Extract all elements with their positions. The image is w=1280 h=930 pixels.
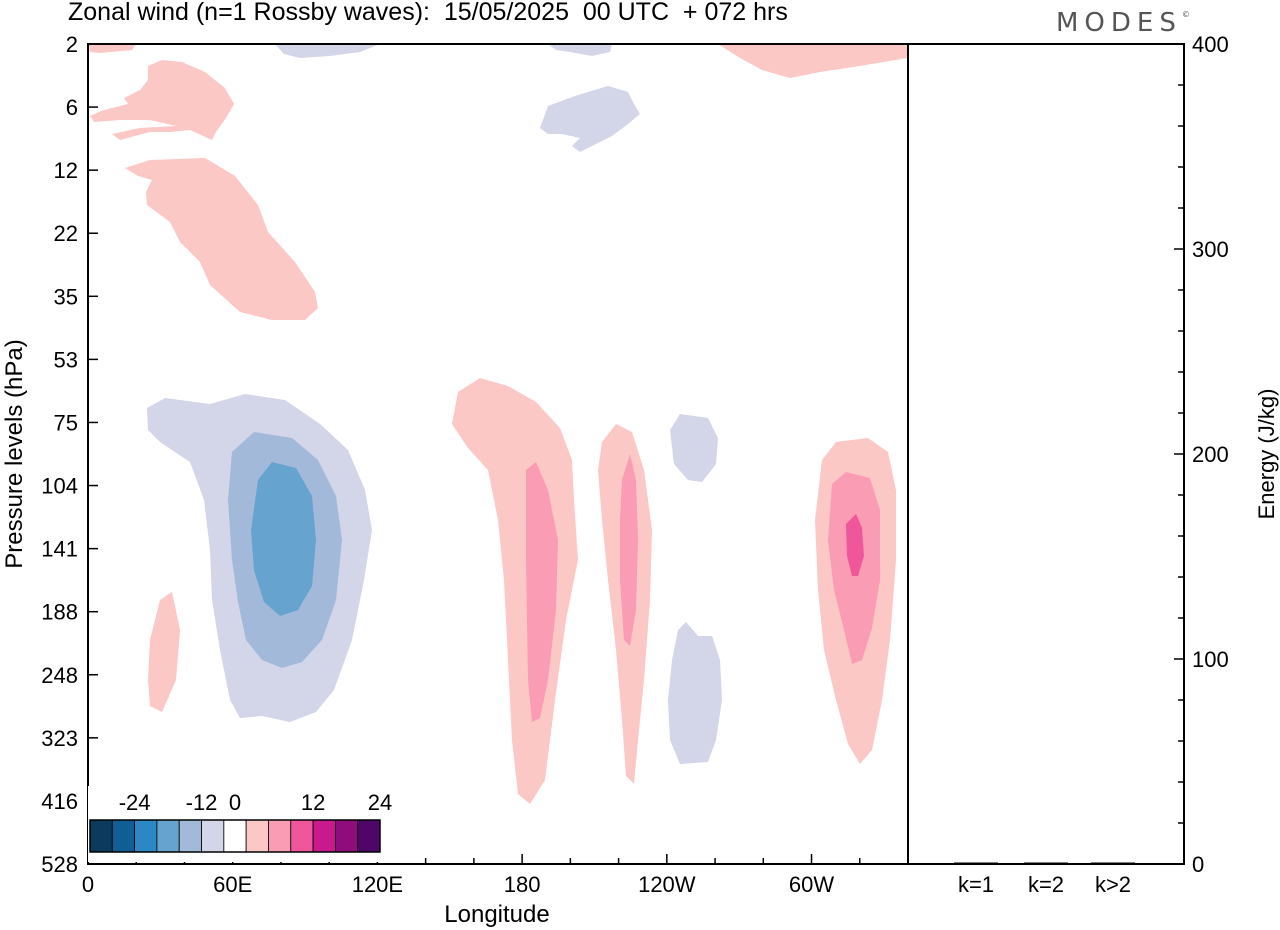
- x-tick-label: 120W: [638, 872, 696, 897]
- energy-tick-label: 100: [1192, 647, 1229, 672]
- energy-tick-label: 300: [1192, 237, 1229, 262]
- colorbar-swatch: [89, 819, 113, 853]
- colorbar-swatch: [357, 819, 381, 853]
- y-tick-label: 323: [41, 726, 78, 751]
- y-tick-label: 104: [41, 474, 78, 499]
- contour-positive-180-l1: [452, 378, 578, 804]
- colorbar-swatch: [334, 819, 359, 853]
- colorbar-swatch: [312, 819, 336, 853]
- brand-logo: MODES©: [1056, 8, 1190, 38]
- y-tick-label: 2: [66, 32, 78, 57]
- energy-bar: [1024, 862, 1068, 864]
- energy-category-label: k>2: [1095, 872, 1131, 897]
- colorbar-frame: [89, 819, 381, 853]
- x-tick-label: 0: [82, 872, 94, 897]
- y-tick-label: 53: [54, 347, 78, 372]
- colorbar-tick-label: -12: [186, 790, 218, 815]
- energy-axis-label: Energy (J/kg): [1254, 389, 1279, 520]
- x-tick-label: 120E: [352, 872, 403, 897]
- chart-title: Zonal wind (n=1 Rossby waves): 15/05/202…: [68, 0, 788, 26]
- y-axis-label: Pressure levels (hPa): [1, 339, 28, 568]
- contour-negative-top-1: [275, 44, 380, 58]
- contour-positive-upper-2: [90, 60, 234, 140]
- contour-positive-60w-l3: [846, 514, 864, 576]
- contour-negative-small-2: [668, 622, 722, 764]
- x-axis-label: Longitude: [444, 901, 549, 928]
- energy-category-label: k=1: [958, 872, 994, 897]
- colorbar-swatch: [201, 819, 225, 853]
- contour-positive-upper-1: [88, 44, 136, 53]
- contour-positive-small-left: [148, 592, 180, 712]
- y-tick-label: 188: [41, 600, 78, 625]
- brand-text: MODES: [1056, 8, 1182, 38]
- colorbar-swatch: [223, 819, 247, 853]
- colorbar-swatch: [290, 819, 314, 853]
- contour-field: [88, 44, 907, 862]
- colorbar-swatch: [134, 819, 158, 853]
- colorbar-swatch: [268, 819, 292, 853]
- colorbar-swatch: [111, 819, 136, 853]
- x-tick-label: 60W: [789, 872, 834, 897]
- y-tick-label: 141: [41, 537, 78, 562]
- y-tick-label: 75: [54, 410, 78, 435]
- contour-negative-top-2: [548, 44, 612, 56]
- colorbar-tick-label: 12: [301, 790, 325, 815]
- y-tick-label: 6: [66, 95, 78, 120]
- energy-tick-label: 200: [1192, 442, 1229, 467]
- energy-tick-label: 400: [1192, 32, 1229, 57]
- contour-negative-small-1: [670, 414, 718, 482]
- y-tick-label: 22: [54, 221, 78, 246]
- y-tick-label: 248: [41, 663, 78, 688]
- x-tick-label: 60E: [213, 872, 252, 897]
- x-tick-label: 180: [504, 872, 541, 897]
- colorbar-tick-label: -24: [119, 790, 151, 815]
- contour-positive-120w-l2: [620, 454, 638, 646]
- colorbar-tick-label: 0: [229, 790, 241, 815]
- y-tick-label: 12: [54, 158, 78, 183]
- contour-positive-top-right: [718, 44, 907, 78]
- contour-negative-main-l3: [251, 462, 316, 616]
- brand-mark: ©: [1181, 10, 1190, 19]
- energy-bar: [1091, 862, 1135, 864]
- colorbar-tick-label: 24: [368, 790, 392, 815]
- contour-negative-upper: [540, 86, 640, 152]
- y-tick-label: 528: [41, 852, 78, 877]
- colorbar-swatch: [178, 819, 202, 853]
- contour-positive-180-l2: [526, 462, 558, 722]
- colorbar-swatch: [245, 819, 269, 853]
- energy-category-label: k=2: [1028, 872, 1064, 897]
- bar-panel-frame: [907, 43, 1185, 865]
- colorbar-swatch: [156, 819, 180, 853]
- energy-tick-label: 0: [1192, 852, 1204, 877]
- energy-bar: [954, 862, 998, 864]
- y-tick-label: 35: [54, 284, 78, 309]
- contour-positive-upper-3: [125, 158, 318, 320]
- y-tick-label: 416: [41, 789, 78, 814]
